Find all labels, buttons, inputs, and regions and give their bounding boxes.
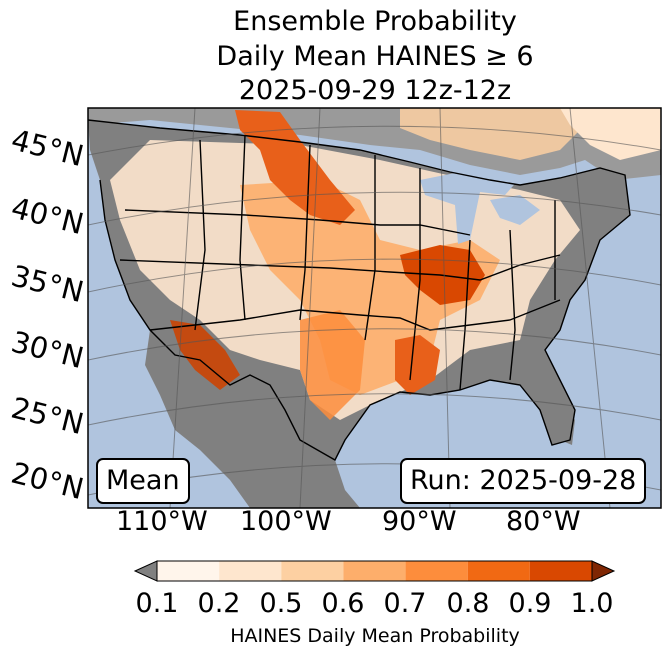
mexico-land — [145, 330, 360, 508]
colorbar-segment — [343, 561, 406, 581]
prob-high-southwest — [170, 320, 240, 390]
run-date-label: Run: 2025-09-28 — [400, 458, 647, 504]
prob-high-south — [395, 335, 440, 395]
florida — [520, 380, 575, 445]
colorbar-segment — [467, 561, 530, 581]
colorbar-over-arrow — [591, 560, 616, 582]
map-frame — [87, 107, 662, 509]
colorbar-tick: 0.5 — [259, 588, 303, 619]
mean-label: Mean — [96, 458, 190, 504]
colorbar-under-arrow — [133, 560, 158, 582]
title-line-1: Ensemble Probability — [233, 6, 517, 37]
colorbar-tick: 1.0 — [570, 588, 614, 619]
prob-mid — [240, 180, 500, 395]
colorbar-tick: 0.2 — [197, 588, 241, 619]
colorbar-segment — [529, 561, 592, 581]
colorbar-segment — [405, 561, 468, 581]
title-line-2: Daily Mean HAINES ≥ 6 — [216, 41, 534, 72]
colorbar-tick: 0.6 — [321, 588, 365, 619]
great-lakes — [420, 170, 540, 244]
state-borders — [88, 119, 631, 461]
lon-label-100: 100°W — [240, 506, 332, 537]
colorbar-tick: 0.9 — [508, 588, 552, 619]
colorbar-tick: 0.8 — [446, 588, 490, 619]
prob-mid-texas — [300, 310, 365, 420]
colorbar-segment — [281, 561, 344, 581]
colorbar-segment — [157, 561, 220, 581]
title-line-3: 2025-09-29 12z-12z — [238, 75, 512, 106]
lon-label-110: 110°W — [116, 506, 208, 537]
colorbar-segment — [219, 561, 282, 581]
canada-prob — [400, 108, 580, 160]
lon-label-90: 90°W — [382, 506, 457, 537]
lon-label-80: 80°W — [506, 506, 581, 537]
prob-high-northwest — [235, 110, 355, 225]
colorbar-tick: 0.1 — [135, 588, 179, 619]
canada-prob-2 — [560, 108, 661, 160]
colorbar-tick: 0.7 — [383, 588, 427, 619]
probability-map — [87, 107, 662, 509]
colorbar-label: HAINES Daily Mean Probability — [230, 625, 520, 647]
